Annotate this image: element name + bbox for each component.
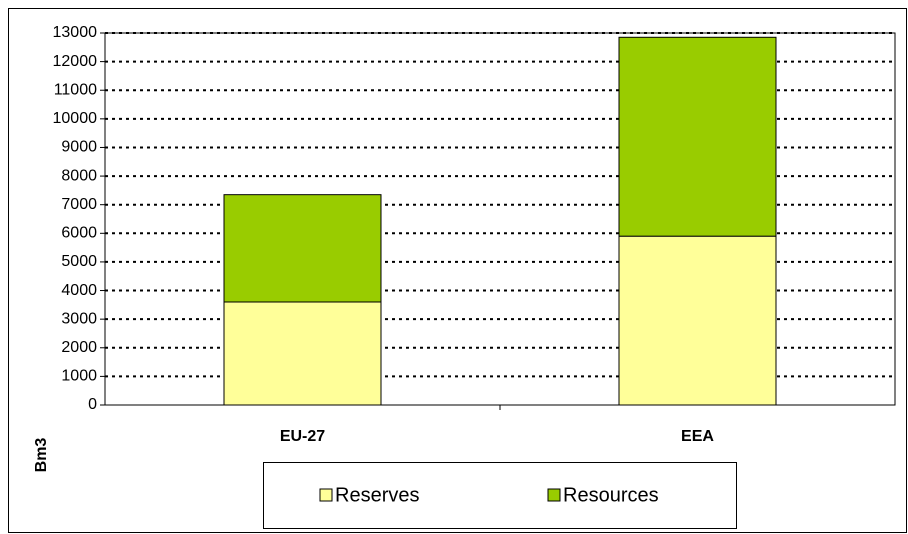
y-tick-label: 0 [88,396,97,413]
y-tick-label: 7000 [61,196,97,213]
y-tick-label: 2000 [61,339,97,356]
y-axis-label: Bm3 [33,438,50,473]
y-tick-label: 11000 [54,81,97,98]
y-tick-label: 1000 [61,368,97,385]
y-tick-label: 3000 [61,310,97,327]
y-tick-label: 9000 [61,139,97,156]
bar-segment [223,301,382,406]
y-tick-label: 13000 [53,24,98,41]
x-tick-label: EEA [681,428,714,445]
bar-segment [223,194,382,303]
legend-swatch [319,488,333,502]
bar-segment [618,235,777,406]
bar-segment [618,36,777,237]
legend-label: Resources [563,484,659,506]
y-tick-label: 12000 [53,53,98,70]
plot-border [104,32,896,406]
legend-label: Reserves [335,484,419,506]
legend-swatch [547,488,561,502]
y-tick-label: 8000 [61,167,97,184]
y-tick-label: 6000 [61,225,97,242]
legend-box [263,462,737,529]
y-tick-label: 4000 [61,282,97,299]
x-tick-label: EU-27 [280,428,325,445]
y-tick-label: 10000 [53,110,98,127]
y-tick-label: 5000 [61,253,97,270]
